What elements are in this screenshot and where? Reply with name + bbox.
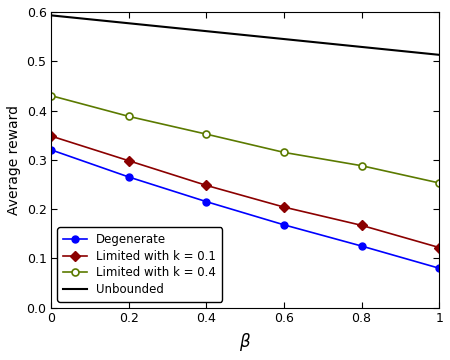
Unbounded xyxy=(436,53,442,57)
Line: Limited with k = 0.1: Limited with k = 0.1 xyxy=(48,133,443,251)
Line: Limited with k = 0.4: Limited with k = 0.4 xyxy=(48,92,443,186)
Unbounded xyxy=(49,13,54,18)
Limited with k = 0.4 xyxy=(126,114,131,118)
Limited with k = 0.1 xyxy=(49,134,54,138)
Degenerate xyxy=(436,266,442,270)
Unbounded xyxy=(50,13,55,18)
Limited with k = 0.1 xyxy=(281,205,287,209)
Unbounded xyxy=(400,49,405,53)
Limited with k = 0.4 xyxy=(436,181,442,185)
Limited with k = 0.4 xyxy=(49,94,54,98)
Limited with k = 0.4 xyxy=(281,150,287,154)
Degenerate xyxy=(126,175,131,179)
Unbounded xyxy=(279,37,285,41)
Limited with k = 0.1 xyxy=(204,183,209,188)
Limited with k = 0.1 xyxy=(126,159,131,163)
Degenerate xyxy=(204,199,209,204)
Degenerate xyxy=(49,148,54,152)
Limited with k = 0.1 xyxy=(359,223,364,228)
Unbounded xyxy=(286,37,292,42)
Degenerate xyxy=(359,244,364,248)
Limited with k = 0.1 xyxy=(436,246,442,250)
Unbounded xyxy=(278,37,284,41)
X-axis label: $\beta$: $\beta$ xyxy=(239,331,251,353)
Y-axis label: Average reward: Average reward xyxy=(7,105,21,215)
Line: Degenerate: Degenerate xyxy=(48,147,443,272)
Unbounded xyxy=(375,46,381,51)
Line: Unbounded: Unbounded xyxy=(51,15,439,55)
Limited with k = 0.4 xyxy=(204,132,209,136)
Limited with k = 0.4 xyxy=(359,163,364,168)
Degenerate xyxy=(281,223,287,227)
Legend: Degenerate, Limited with k = 0.1, Limited with k = 0.4, Unbounded: Degenerate, Limited with k = 0.1, Limite… xyxy=(57,227,222,302)
